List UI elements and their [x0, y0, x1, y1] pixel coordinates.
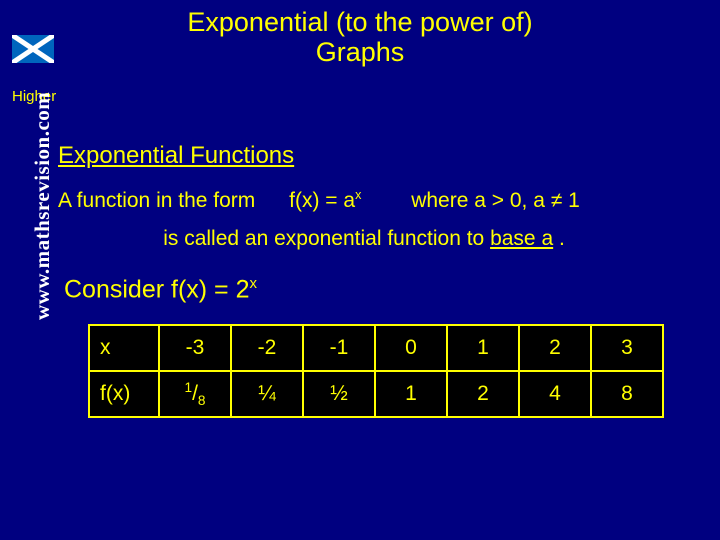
- table-cell: -2: [231, 325, 303, 371]
- definition-line: A function in the form f(x) = ax where a…: [58, 188, 710, 213]
- table-cell: -1: [303, 325, 375, 371]
- sidebar-url: www.mathsrevision.com: [30, 92, 55, 320]
- condition-text: where a > 0, a ≠ 1: [411, 189, 580, 212]
- values-table: x -3 -2 -1 0 1 2 3 f(x) 1/8 ¼ ½ 1 2 4 8: [88, 324, 664, 418]
- table-cell: 2: [519, 325, 591, 371]
- table-cell: 1: [375, 371, 447, 417]
- table-cell: ¼: [231, 371, 303, 417]
- table-cell: 1: [447, 325, 519, 371]
- table-cell: 8: [591, 371, 663, 417]
- table-cell: 0: [375, 325, 447, 371]
- table-cell: ½: [303, 371, 375, 417]
- table-row: x -3 -2 -1 0 1 2 3: [89, 325, 663, 371]
- table-cell: 2: [447, 371, 519, 417]
- slide-title: Exponential (to the power of) Graphs: [0, 0, 720, 67]
- slide-content: Exponential Functions A function in the …: [58, 142, 710, 418]
- title-line-2: Graphs: [316, 37, 405, 67]
- generic-formula: f(x) = ax: [289, 189, 361, 212]
- definition-conclusion: is called an exponential function to bas…: [18, 227, 710, 251]
- section-heading: Exponential Functions: [58, 142, 710, 170]
- intro-text: A function in the form: [58, 189, 255, 212]
- table-cell: 3: [591, 325, 663, 371]
- row-header-x: x: [89, 325, 159, 371]
- table-cell: 1/8: [159, 371, 231, 417]
- row-header-fx: f(x): [89, 371, 159, 417]
- table-cell: -3: [159, 325, 231, 371]
- table-row: f(x) 1/8 ¼ ½ 1 2 4 8: [89, 371, 663, 417]
- table-cell: 4: [519, 371, 591, 417]
- scotland-flag-icon: [12, 35, 54, 63]
- title-line-1: Exponential (to the power of): [187, 7, 532, 37]
- consider-line: Consider f(x) = 2x: [64, 275, 710, 304]
